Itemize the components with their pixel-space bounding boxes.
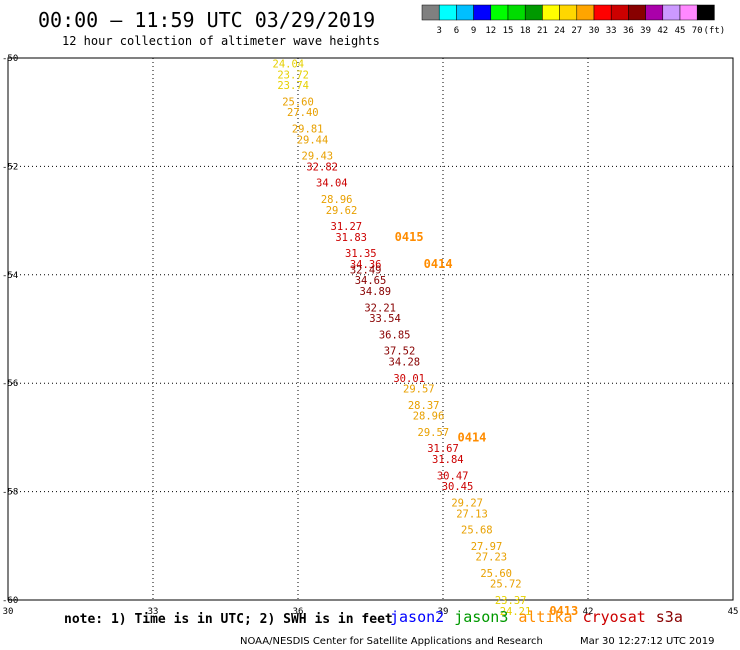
wave-height-label: 25.72: [490, 579, 522, 591]
wave-height-label: 29.81: [292, 123, 324, 135]
timestamp: Mar 30 12:27:12 UTC 2019: [580, 636, 715, 647]
y-tick-label: -50: [2, 54, 18, 64]
y-tick-label: -60: [2, 596, 18, 606]
wave-height-label: 27.40: [287, 107, 319, 119]
wave-height-label: 32.21: [364, 302, 396, 314]
y-tick-label: -58: [2, 488, 18, 498]
wave-height-label: 30.45: [442, 481, 474, 493]
wave-height-label: 31.35: [345, 248, 377, 260]
wave-height-label: 30.47: [437, 470, 469, 482]
legend-altika: altika: [518, 608, 573, 626]
chart-title: 00:00 – 11:59 UTC 03/29/2019: [38, 8, 376, 32]
pass-time-label: 0413: [549, 604, 578, 618]
wave-height-label: 23.74: [277, 80, 309, 92]
legend-s3a: s3a: [655, 608, 683, 626]
wave-height-label: 32.82: [306, 161, 338, 173]
wave-height-label: 27.97: [471, 541, 503, 553]
x-tick-label: 30: [3, 607, 14, 617]
pass-time-label: 0414: [424, 257, 453, 271]
color-scale-label: 42: [657, 26, 668, 36]
wave-height-label: 27.23: [476, 552, 508, 564]
color-scale-label: 15: [503, 26, 514, 36]
wave-height-label: 34.28: [389, 357, 421, 369]
wave-height-label: 30.01: [393, 373, 425, 385]
y-tick-label: -56: [2, 379, 18, 389]
wave-height-label: 29.57: [418, 427, 450, 439]
x-tick-label: 42: [583, 607, 594, 617]
color-scale-label: 33: [606, 26, 617, 36]
wave-height-label: 34.36: [350, 259, 382, 271]
pass-time-label: 0414: [458, 430, 487, 444]
color-scale-label: 3: [436, 26, 441, 36]
color-scale-label: 36: [623, 26, 634, 36]
wave-height-label: 29.44: [297, 134, 329, 146]
wave-height-label: 36.85: [379, 329, 411, 341]
x-tick-label: 45: [728, 607, 739, 617]
color-scale-label: 30: [589, 26, 600, 36]
chart-subtitle: 12 hour collection of altimeter wave hei…: [62, 34, 380, 48]
wave-height-label: 29.57: [403, 384, 435, 396]
y-tick-label: -54: [2, 271, 18, 281]
wave-height-label: 31.83: [335, 232, 367, 244]
wave-height-label: 24.21: [500, 606, 532, 618]
wave-height-label: 34.04: [316, 178, 348, 190]
wave-height-label: 29.43: [302, 151, 334, 163]
wave-height-label: 25.60: [480, 568, 512, 580]
color-scale-label: 45: [675, 26, 686, 36]
color-scale-label: 24: [554, 26, 565, 36]
color-scale-label: 27: [571, 26, 582, 36]
legend-jason2: jason2: [390, 608, 445, 626]
color-scale-label: 12: [485, 26, 496, 36]
wave-height-label: 27.13: [456, 508, 488, 520]
color-scale-label: 9: [471, 26, 476, 36]
color-scale-legend: 3 6 9 12 15 18 21 24 27 30 33 36 39 42 45 70 (ft): [421, 4, 726, 36]
color-scale-label: 70: [692, 26, 703, 36]
color-scale-label: (ft): [704, 26, 726, 36]
footnote: note: 1) Time is in UTC; 2) SWH is in fe…: [64, 612, 393, 627]
pass-time-label: 0415: [395, 230, 424, 244]
x-tick-label: 36: [293, 607, 304, 617]
wave-height-label: 29.27: [451, 497, 483, 509]
wave-height-label: 34.65: [355, 275, 387, 287]
legend-jason3: jason3: [454, 608, 509, 626]
wave-height-label: 29.62: [326, 205, 358, 217]
x-tick-label: 39: [438, 607, 449, 617]
credit-line: NOAA/NESDIS Center for Satellite Applica…: [240, 636, 543, 647]
color-scale-label: 39: [640, 26, 651, 36]
color-scale-label: 6: [454, 26, 459, 36]
wave-height-label: 28.96: [413, 411, 445, 423]
legend-cryosat: cryosat: [582, 608, 646, 626]
wave-height-label: 25.68: [461, 525, 493, 537]
wave-height-label: 23.72: [277, 69, 309, 81]
x-tick-label: 33: [148, 607, 159, 617]
wave-height-label: 37.52: [384, 346, 416, 358]
wave-height-label: 28.37: [408, 400, 440, 412]
wave-height-label: 31.67: [427, 443, 459, 455]
wave-height-label: 31.84: [432, 454, 464, 466]
wave-height-label: 25.60: [282, 96, 314, 108]
wave-height-label: 28.96: [321, 194, 353, 206]
wave-height-label: 31.27: [331, 221, 363, 233]
color-swatch: [696, 4, 715, 21]
satellite-legend: jason2 jason3 altika cryosat s3a: [390, 608, 693, 626]
color-scale-label: 21: [537, 26, 548, 36]
plot-frame: [7, 57, 734, 601]
wave-height-label: 32.49: [350, 264, 382, 276]
wave-height-label: 34.89: [360, 286, 392, 298]
wave-height-label: 33.54: [369, 313, 401, 325]
wave-height-label: 23.37: [495, 595, 527, 607]
color-scale-label: 18: [520, 26, 531, 36]
y-tick-label: -52: [2, 162, 18, 172]
wave-height-label: 24.04: [273, 58, 305, 70]
